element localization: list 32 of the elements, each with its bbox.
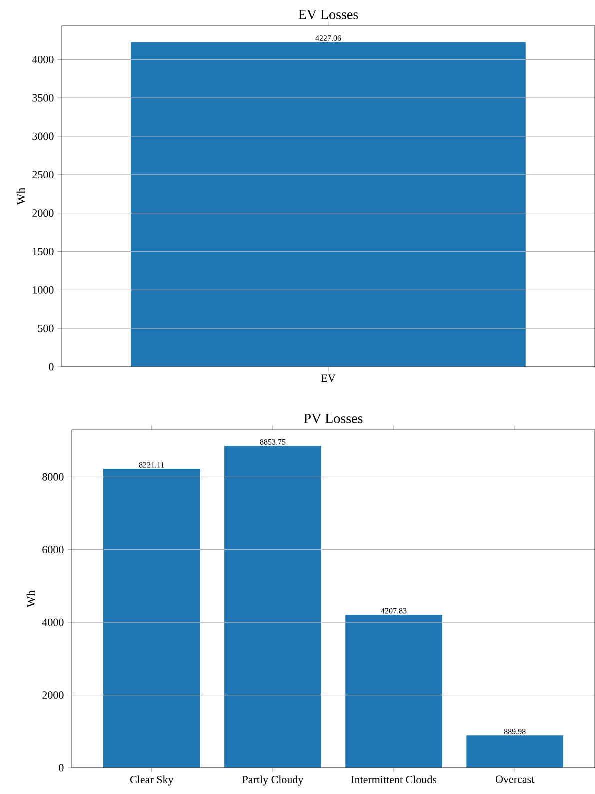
data-label: 889.98 — [504, 729, 526, 734]
data-label: 8221.11 — [139, 462, 164, 468]
y-tick-label: 8000 — [42, 473, 64, 481]
y-tick-label: 0 — [59, 764, 64, 772]
y-tick-label: 6000 — [42, 546, 64, 554]
y-tick-label: 4000 — [32, 56, 54, 64]
chart-title: EV Losses — [298, 10, 358, 20]
x-tick-label: Intermittent Clouds — [352, 776, 437, 784]
y-tick-label: 2000 — [42, 692, 64, 699]
y-axis-title: Wh — [16, 188, 26, 206]
chart-title: PV Losses — [304, 414, 363, 424]
data-label: 4207.83 — [381, 608, 407, 614]
data-label: 4227.06 — [316, 36, 342, 42]
y-tick-label: 2000 — [32, 210, 54, 218]
y-axis-title: Wh — [26, 590, 36, 608]
bar — [103, 469, 200, 768]
bar — [224, 446, 322, 768]
y-tick-label: 1500 — [33, 248, 54, 256]
y-tick-label: 0 — [49, 363, 54, 371]
x-tick-label: Clear Sky — [130, 776, 174, 786]
data-label: 8853.75 — [260, 439, 286, 445]
x-tick-label: Partly Cloudy — [242, 776, 304, 786]
x-tick-label: Overcast — [496, 776, 535, 784]
y-tick-label: 1000 — [33, 286, 54, 294]
bar — [346, 615, 442, 768]
y-tick-label: 3000 — [32, 132, 54, 140]
y-tick-label: 500 — [38, 324, 54, 332]
x-tick-label: EV — [321, 374, 336, 382]
y-tick-label: 3500 — [32, 94, 54, 102]
y-tick-label: 4000 — [42, 618, 64, 626]
y-tick-label: 2500 — [32, 171, 54, 179]
bar — [466, 736, 564, 768]
